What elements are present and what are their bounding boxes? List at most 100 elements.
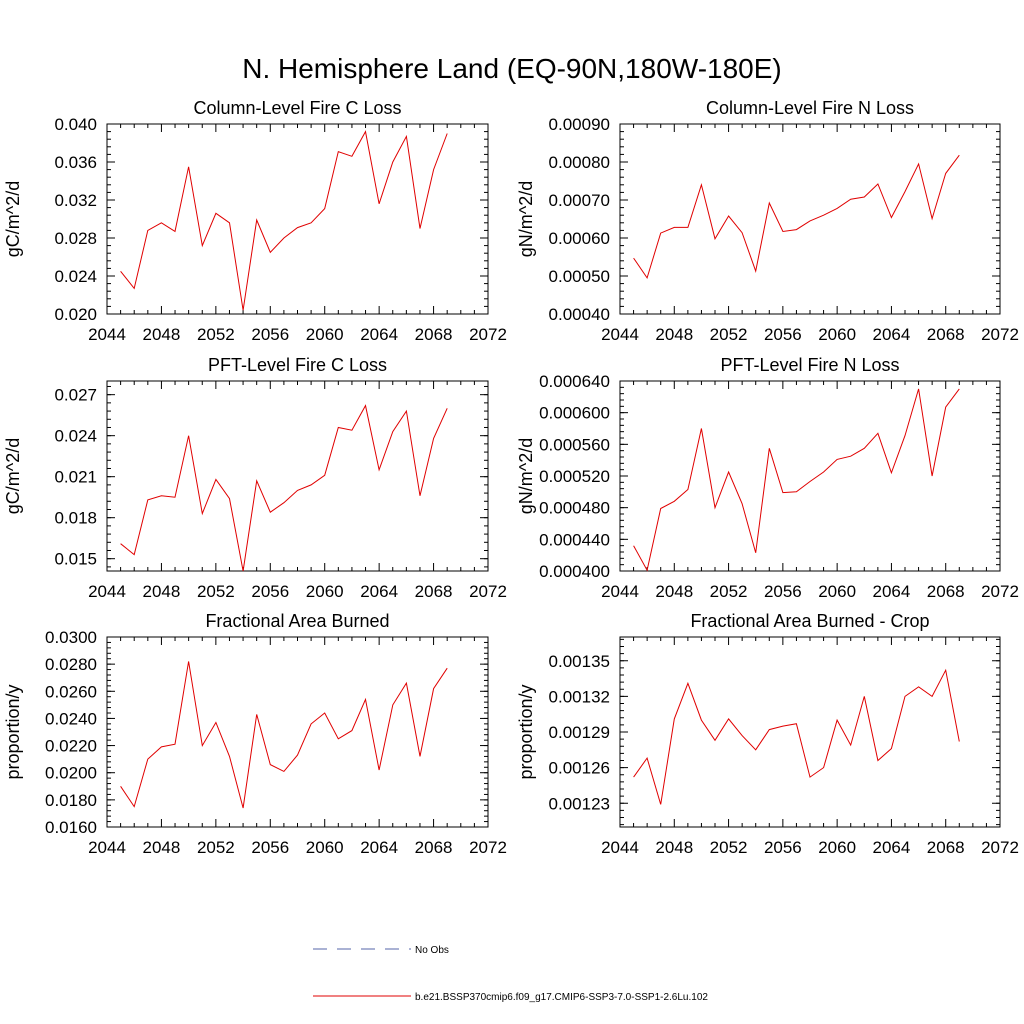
plot-frame xyxy=(619,380,1001,572)
y-tick-label: 0.0220 xyxy=(45,737,97,756)
y-tick-label: 0.000440 xyxy=(539,530,610,549)
x-tick-label: 2056 xyxy=(764,582,802,601)
x-tick-label: 2064 xyxy=(873,582,911,601)
x-tick-label: 2072 xyxy=(469,325,507,344)
y-tick-label: 0.036 xyxy=(54,153,97,172)
x-tick-label: 2044 xyxy=(601,325,639,344)
series-line xyxy=(120,130,448,311)
y-tick-label: 0.000480 xyxy=(539,499,610,518)
y-tick-label: 0.000400 xyxy=(539,562,610,581)
x-tick-label: 2072 xyxy=(469,838,507,857)
x-tick-label: 2072 xyxy=(981,838,1019,857)
panel-title: Column-Level Fire N Loss xyxy=(706,98,914,118)
y-tick-label: 0.028 xyxy=(54,229,97,248)
x-tick-label: 2068 xyxy=(927,838,965,857)
y-tick-label: 0.0240 xyxy=(45,709,97,728)
x-tick-label: 2052 xyxy=(710,838,748,857)
x-tick-label: 2064 xyxy=(873,325,911,344)
x-tick-label: 2052 xyxy=(197,582,235,601)
x-tick-label: 2060 xyxy=(818,582,856,601)
x-tick-label: 2068 xyxy=(927,582,965,601)
x-tick-label: 2068 xyxy=(415,582,453,601)
chart-panel-6: Fractional Area Burned - Crop proportion/… xyxy=(516,611,1019,857)
x-tick-label: 2056 xyxy=(251,325,289,344)
y-tick-label: 0.00123 xyxy=(549,794,610,813)
y-axis-label: gC/m^2/d xyxy=(3,181,23,257)
y-tick-label: 0.032 xyxy=(54,191,97,210)
x-tick-label: 2060 xyxy=(306,582,344,601)
x-tick-label: 2060 xyxy=(818,325,856,344)
panel-title: PFT-Level Fire C Loss xyxy=(208,355,387,375)
x-tick-label: 2068 xyxy=(927,325,965,344)
plot-frame xyxy=(106,380,489,572)
panel-title: Column-Level Fire C Loss xyxy=(193,98,401,118)
y-axis-label: proportion/y xyxy=(516,684,536,779)
x-tick-label: 2056 xyxy=(764,325,802,344)
x-tick-label: 2044 xyxy=(601,582,639,601)
y-tick-label: 0.024 xyxy=(54,427,97,446)
y-tick-label: 0.00129 xyxy=(549,723,610,742)
x-tick-label: 2048 xyxy=(143,838,181,857)
x-tick-label: 2052 xyxy=(710,325,748,344)
y-tick-label: 0.00132 xyxy=(549,687,610,706)
y-tick-label: 0.0200 xyxy=(45,764,97,783)
x-tick-label: 2052 xyxy=(710,582,748,601)
chart-panel-1: Column-Level Fire C Loss gC/m^2/d 2044 2048… xyxy=(3,98,507,344)
legend-label-no-obs: No Obs xyxy=(415,945,449,956)
plot-frame xyxy=(619,636,1001,828)
y-tick-label: 0.040 xyxy=(54,115,97,134)
x-tick-label: 2052 xyxy=(197,838,235,857)
x-tick-label: 2048 xyxy=(655,325,693,344)
series-line xyxy=(633,668,960,805)
y-tick-label: 0.000600 xyxy=(539,404,610,423)
chart-panel-3: PFT-Level Fire C Loss gC/m^2/d 2044 2048 205… xyxy=(3,355,507,601)
y-tick-label: 0.0160 xyxy=(45,818,97,837)
y-tick-label: 0.000640 xyxy=(539,372,610,391)
y-tick-label: 0.020 xyxy=(54,305,97,324)
x-tick-label: 2064 xyxy=(360,838,398,857)
x-tick-label: 2068 xyxy=(415,838,453,857)
x-tick-label: 2060 xyxy=(818,838,856,857)
y-axis-label: gN/m^2/d xyxy=(516,438,536,514)
chart-panel-4: PFT-Level Fire N Loss gN/m^2/d 2044 2048 205… xyxy=(516,355,1019,601)
y-tick-label: 0.00050 xyxy=(549,267,610,286)
y-tick-label: 0.0260 xyxy=(45,682,97,701)
x-tick-label: 2044 xyxy=(88,838,126,857)
y-tick-label: 0.018 xyxy=(54,509,97,528)
y-tick-label: 0.00135 xyxy=(549,652,610,671)
x-tick-label: 2072 xyxy=(469,582,507,601)
y-tick-label: 0.000520 xyxy=(539,467,610,486)
x-tick-label: 2044 xyxy=(88,582,126,601)
y-tick-label: 0.021 xyxy=(54,468,97,487)
x-tick-label: 2044 xyxy=(601,838,639,857)
chart-panel-5: Fractional Area Burned proportion/y 2044 20… xyxy=(3,611,507,857)
series-line xyxy=(120,404,448,572)
y-tick-label: 0.0280 xyxy=(45,655,97,674)
x-tick-label: 2060 xyxy=(306,325,344,344)
x-tick-label: 2048 xyxy=(655,838,693,857)
y-tick-label: 0.00126 xyxy=(549,759,610,778)
y-axis-label: gC/m^2/d xyxy=(3,438,23,514)
y-tick-label: 0.024 xyxy=(54,267,97,286)
x-tick-label: 2056 xyxy=(251,838,289,857)
figure-title: N. Hemisphere Land (EQ-90N,180W-180E) xyxy=(242,53,782,84)
legend: No Obs b.e21.BSSP370cmip6.f09_g17.CMIP6-… xyxy=(313,945,708,1003)
x-tick-label: 2064 xyxy=(360,325,398,344)
x-tick-label: 2064 xyxy=(873,838,911,857)
x-tick-label: 2060 xyxy=(306,838,344,857)
plot-frame xyxy=(106,123,489,315)
y-tick-label: 0.00060 xyxy=(549,229,610,248)
y-tick-label: 0.00080 xyxy=(549,153,610,172)
y-tick-label: 0.015 xyxy=(54,550,97,569)
x-tick-label: 2068 xyxy=(415,325,453,344)
x-tick-label: 2052 xyxy=(197,325,235,344)
x-tick-label: 2048 xyxy=(143,582,181,601)
y-tick-label: 0.0180 xyxy=(45,791,97,810)
panel-title: Fractional Area Burned - Crop xyxy=(690,611,929,631)
y-tick-label: 0.00040 xyxy=(549,305,610,324)
x-tick-label: 2072 xyxy=(981,582,1019,601)
plot-frame xyxy=(619,123,1001,315)
chart-panels: Column-Level Fire C Loss gC/m^2/d 2044 2048… xyxy=(3,98,1019,857)
x-tick-label: 2072 xyxy=(981,325,1019,344)
